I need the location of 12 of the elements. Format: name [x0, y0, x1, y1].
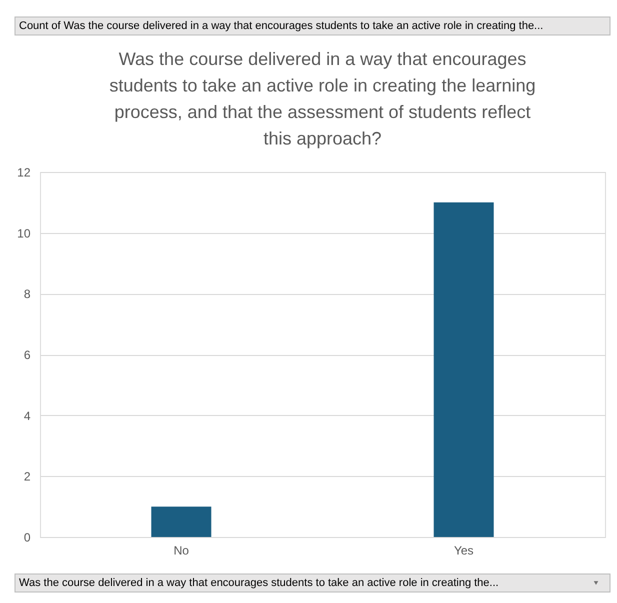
y-tick-label: 2: [24, 470, 31, 484]
x-tick-label: Yes: [454, 544, 474, 558]
y-tick-label: 8: [24, 287, 31, 302]
y-tick-label: 0: [24, 530, 31, 544]
text: Count of Was the course delivered in a way that encourages students to take an active role in creating the...: [19, 20, 544, 32]
y-tick-label: 4: [24, 408, 31, 423]
y-tick-label: 12: [17, 166, 31, 180]
chart-title: Was the course delivered in a way that encourages students to take an active role in creating the learning process, and that the assessment of students reflect this approach?: [109, 49, 536, 148]
y-tick-label: 10: [17, 226, 31, 240]
y-tick-label: 6: [24, 348, 31, 362]
text: Was the course delivered in a way that encourages students to take an active role in creating the...: [19, 577, 499, 589]
x-tick-label: No: [174, 544, 190, 558]
